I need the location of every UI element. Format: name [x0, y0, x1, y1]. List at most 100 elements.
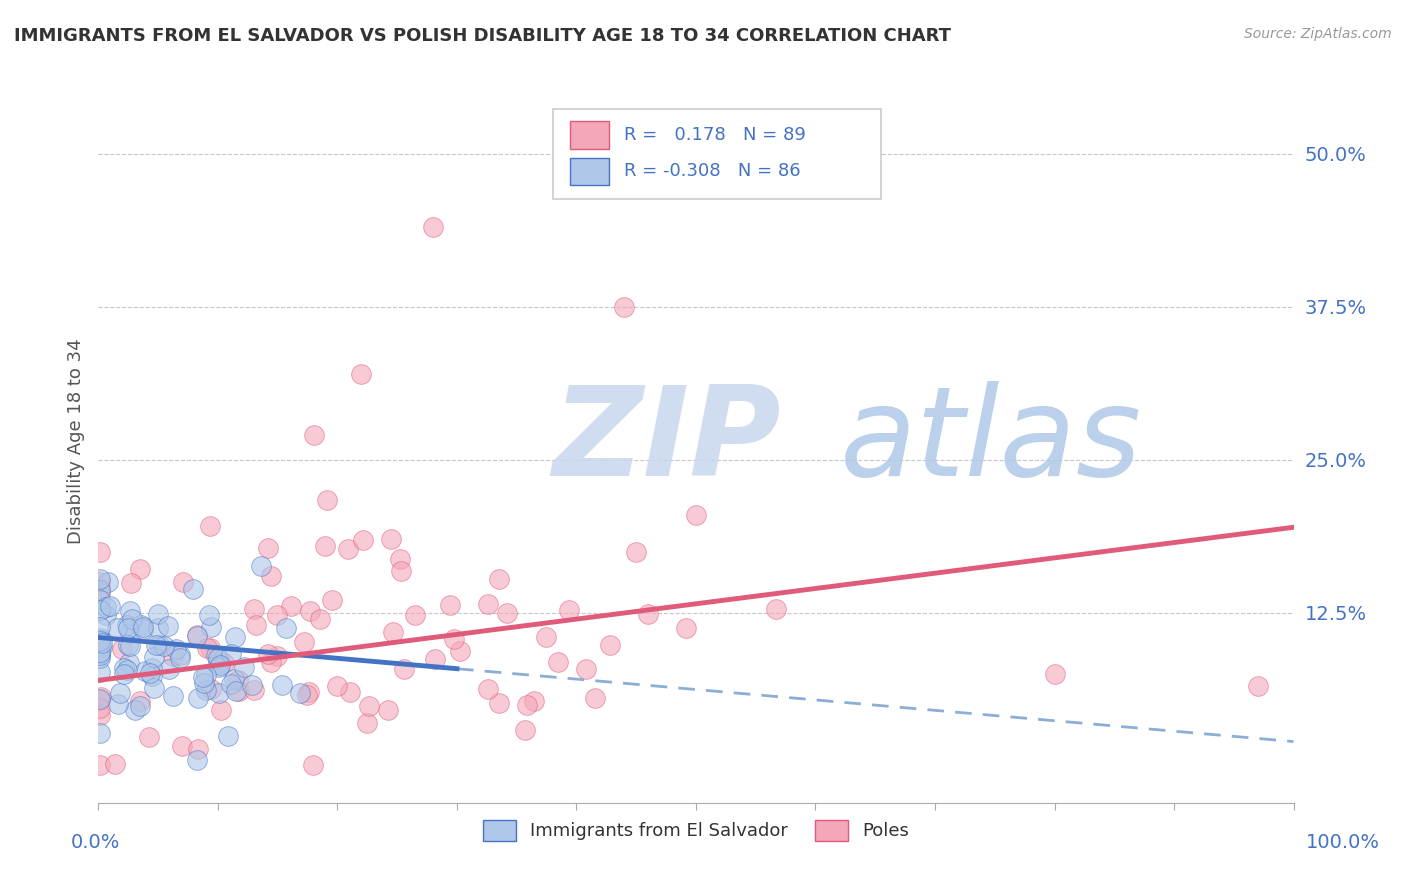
Point [118, 626, 141, 640]
Point [256, 541, 278, 555]
Point [146, 621, 169, 635]
Point [146, 607, 169, 621]
Point [193, 676, 215, 690]
FancyBboxPatch shape [553, 109, 882, 200]
Text: 0.0%: 0.0% [70, 833, 121, 853]
Point [117, 638, 139, 652]
Text: atlas: atlas [839, 381, 1142, 502]
Point [132, 620, 155, 634]
Point [118, 657, 141, 671]
Text: Source: ZipAtlas.com: Source: ZipAtlas.com [1244, 27, 1392, 41]
Point [207, 656, 229, 670]
Point [422, 220, 444, 235]
Point [141, 669, 163, 683]
Point [675, 621, 697, 635]
Point [89, 633, 111, 648]
Point [380, 532, 402, 546]
Point [97, 575, 120, 590]
Point [637, 607, 659, 622]
Point [200, 620, 222, 634]
Point [129, 618, 152, 632]
Point [98, 599, 121, 613]
Point [392, 662, 415, 676]
Point [208, 657, 231, 672]
Point [145, 638, 167, 652]
Point [583, 691, 606, 706]
Point [276, 621, 298, 635]
Point [90, 690, 112, 704]
Point [208, 660, 231, 674]
Point [89, 631, 111, 645]
Point [245, 617, 267, 632]
Text: ZIP: ZIP [553, 381, 782, 502]
Point [89, 582, 111, 597]
Point [558, 603, 581, 617]
Point [515, 723, 537, 737]
Point [352, 533, 374, 548]
Point [488, 696, 510, 710]
Point [260, 655, 283, 669]
Point [389, 564, 412, 578]
Point [181, 582, 204, 596]
Point [131, 622, 153, 636]
Point [170, 739, 193, 754]
Point [139, 665, 162, 680]
Point [89, 648, 111, 662]
Point [121, 611, 143, 625]
Point [186, 629, 208, 643]
Point [148, 638, 170, 652]
Point [153, 639, 176, 653]
Point [765, 602, 787, 616]
Point [243, 682, 266, 697]
Point [337, 541, 360, 556]
Point [89, 572, 111, 586]
Point [233, 660, 256, 674]
Point [112, 667, 135, 681]
Point [194, 683, 217, 698]
Point [200, 681, 222, 696]
Point [388, 552, 411, 566]
Point [302, 757, 325, 772]
Point [157, 662, 180, 676]
Point [516, 698, 538, 713]
Point [156, 619, 179, 633]
Point [89, 545, 111, 559]
Point [129, 562, 152, 576]
Point [120, 576, 142, 591]
Point [449, 644, 471, 658]
Point [89, 693, 111, 707]
Point [575, 662, 598, 676]
Point [298, 684, 321, 698]
FancyBboxPatch shape [571, 158, 609, 185]
Point [292, 634, 315, 648]
Point [143, 649, 166, 664]
Point [128, 694, 150, 708]
Point [110, 686, 132, 700]
Point [90, 636, 112, 650]
Point [477, 597, 499, 611]
Point [1043, 667, 1066, 681]
Point [266, 607, 288, 622]
Point [219, 648, 242, 662]
Point [94, 599, 117, 614]
Point [350, 367, 373, 381]
Point [162, 648, 184, 663]
Point [404, 608, 426, 623]
Point [89, 707, 111, 722]
Point [219, 677, 242, 691]
Point [195, 640, 218, 655]
Point [105, 621, 128, 635]
Point [302, 428, 325, 442]
Legend: Immigrants from El Salvador, Poles: Immigrants from El Salvador, Poles [475, 813, 917, 848]
Point [191, 670, 214, 684]
Point [359, 698, 381, 713]
Point [685, 508, 707, 522]
Point [222, 672, 245, 686]
Point [1247, 680, 1270, 694]
Point [169, 648, 191, 663]
Point [339, 684, 361, 698]
Point [495, 606, 517, 620]
Point [120, 604, 142, 618]
Point [534, 630, 557, 644]
Point [124, 703, 146, 717]
